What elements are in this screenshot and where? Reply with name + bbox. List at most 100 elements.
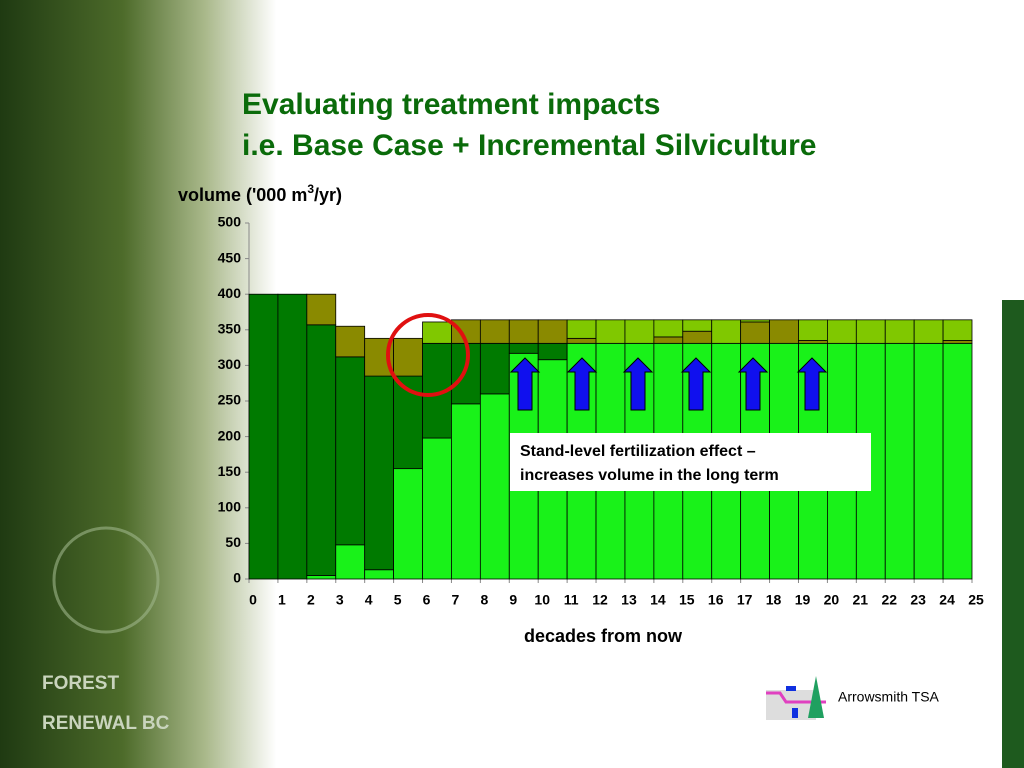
- bar-segment: [422, 321, 452, 344]
- overlay: Stand-level fertilization effect – incre…: [386, 313, 871, 491]
- x-tick-label: 21: [853, 592, 869, 608]
- x-tick-label: 17: [737, 592, 753, 608]
- bar-segment: [653, 336, 684, 344]
- annotation: Stand-level fertilization effect –: [520, 443, 756, 460]
- label-part: volume ('000 m: [178, 185, 307, 205]
- bar-segment: [913, 319, 944, 344]
- logo-line: RENEWAL BC: [42, 713, 170, 734]
- y-tick-label: 250: [218, 392, 242, 408]
- x-tick-label: 4: [365, 592, 373, 608]
- footer: Arrowsmith TSA: [838, 689, 940, 705]
- x-tick-label: 11: [564, 592, 579, 608]
- subtitle: i.e. Base Case + Incremental Silvicultur…: [242, 129, 816, 162]
- bar-segment: [942, 340, 973, 344]
- bar-segment: [335, 325, 366, 358]
- y-tick-label: 300: [218, 356, 242, 372]
- label-part: 3: [307, 182, 314, 196]
- bar-segment: [335, 356, 366, 546]
- bar-segment: [479, 393, 510, 580]
- x-tick-label: 3: [336, 592, 344, 608]
- bar-segment: [451, 342, 481, 405]
- x-tick-label: 19: [795, 592, 811, 608]
- x-tick-label: 15: [679, 592, 695, 608]
- bar-segment: [942, 319, 973, 341]
- bar-segment: [306, 293, 337, 326]
- y-tick-label: 150: [218, 463, 242, 479]
- x-tick-label: 1: [278, 592, 286, 608]
- x-tick-label: 18: [766, 592, 782, 608]
- bar-segment: [306, 575, 337, 580]
- x-tick-label: 22: [881, 592, 897, 608]
- y-tick-label: 0: [233, 570, 241, 586]
- icon-box: [766, 690, 816, 720]
- x-tick-label: 10: [534, 592, 550, 608]
- bar-segment: [913, 342, 944, 580]
- x-tick-label: 5: [394, 592, 402, 608]
- y-tick-label: 450: [218, 249, 242, 265]
- y-tick-label: 200: [218, 427, 242, 443]
- y-tick-label: 350: [218, 321, 242, 337]
- arrow: [566, 357, 598, 411]
- x-tick-label: 2: [307, 592, 315, 608]
- title: Evaluating treatment impacts: [242, 88, 660, 121]
- bar-segment: [393, 337, 423, 377]
- bar-segment: [798, 340, 828, 344]
- highlight-circle: [386, 313, 470, 397]
- bar-segment: [624, 319, 655, 344]
- bar-segment: [740, 319, 770, 323]
- bar-segment: [595, 319, 626, 344]
- y-tick-label: 100: [218, 499, 242, 515]
- bar-segment: [248, 293, 279, 580]
- x-tick-label: 20: [824, 592, 840, 608]
- x-tick-label: 23: [910, 592, 926, 608]
- bar-segment: [479, 319, 510, 344]
- bar-segment: [508, 319, 539, 344]
- bar-segment: [653, 319, 684, 338]
- bar-segment: [682, 330, 713, 344]
- edge-strip: [1002, 300, 1024, 768]
- arrow: [509, 357, 541, 411]
- bar-segment: [798, 319, 828, 341]
- x-tick-label: 7: [452, 592, 460, 608]
- arrow: [680, 357, 712, 411]
- bar-segment: [769, 319, 799, 344]
- icon-line: [766, 691, 826, 704]
- annotation-box: [510, 433, 871, 491]
- icon-arrow: [786, 686, 796, 691]
- y-tick-label: 400: [218, 285, 242, 301]
- bar-segment: [393, 468, 423, 580]
- bar-segment: [682, 319, 713, 332]
- bar-segment: [422, 437, 452, 580]
- y-tick-label: 50: [225, 534, 241, 550]
- bar-segment: [364, 375, 394, 571]
- x-tick-label: 9: [509, 592, 517, 608]
- bar-segment: [537, 342, 568, 361]
- x-tick-label: 16: [708, 592, 724, 608]
- logo-icon: [766, 676, 826, 720]
- bar-segment: [277, 293, 308, 580]
- bar-segment: [479, 342, 510, 395]
- x-tick-label: 13: [621, 592, 637, 608]
- x-tick-label: 14: [650, 592, 666, 608]
- annotation: increases volume in the long term: [520, 467, 779, 484]
- x-axis-label: decades from now: [524, 626, 683, 646]
- bar-segment: [711, 319, 742, 344]
- bar-segment: [306, 324, 337, 576]
- bar-segment: [566, 319, 597, 339]
- x-tick-label: 6: [423, 592, 431, 608]
- x-tick-label: 0: [249, 592, 257, 608]
- x-tick-label: 24: [939, 592, 955, 608]
- icon-arrow: [792, 708, 798, 718]
- arrow: [622, 357, 654, 411]
- bar-segment: [942, 342, 973, 580]
- logo-line: FOREST: [42, 673, 119, 694]
- bar-segment: [884, 319, 915, 344]
- x-tick-label: 8: [480, 592, 488, 608]
- x-tick-label: 12: [592, 592, 608, 608]
- icon-tree: [808, 676, 824, 718]
- y-axis-label: volume ('000 m3/yr): [178, 182, 342, 205]
- bar-segment: [364, 569, 394, 580]
- bar-segment: [508, 342, 539, 354]
- bar-segment: [855, 319, 886, 344]
